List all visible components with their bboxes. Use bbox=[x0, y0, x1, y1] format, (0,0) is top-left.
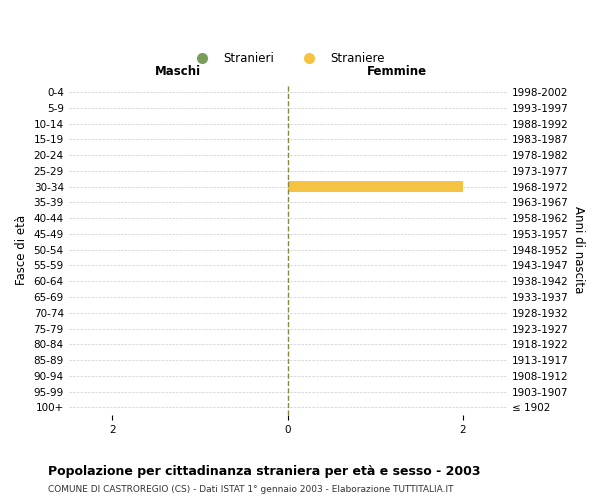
Bar bbox=[287, 181, 463, 192]
Y-axis label: Fasce di età: Fasce di età bbox=[15, 214, 28, 285]
Text: Maschi: Maschi bbox=[155, 65, 201, 78]
Text: Femmine: Femmine bbox=[367, 65, 427, 78]
Text: Popolazione per cittadinanza straniera per età e sesso - 2003: Popolazione per cittadinanza straniera p… bbox=[48, 465, 481, 478]
Legend: Stranieri, Straniere: Stranieri, Straniere bbox=[185, 47, 390, 70]
Text: COMUNE DI CASTROREGIO (CS) - Dati ISTAT 1° gennaio 2003 - Elaborazione TUTTITALI: COMUNE DI CASTROREGIO (CS) - Dati ISTAT … bbox=[48, 485, 454, 494]
Y-axis label: Anni di nascita: Anni di nascita bbox=[572, 206, 585, 294]
